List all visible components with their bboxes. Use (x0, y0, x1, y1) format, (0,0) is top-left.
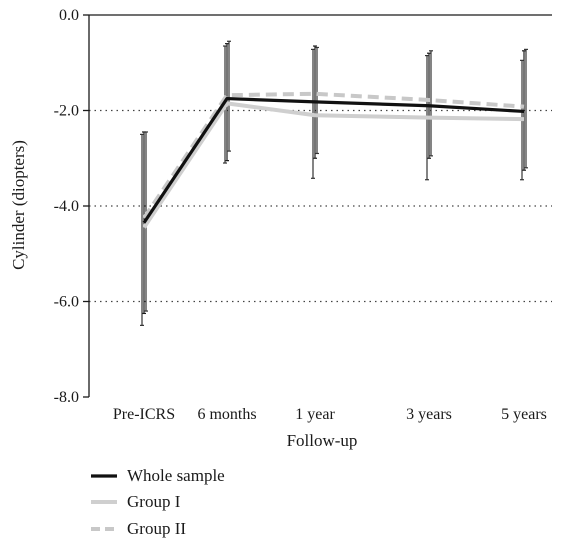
x-tick-label: 5 years (501, 406, 547, 423)
x-tick-label: 3 years (406, 406, 452, 423)
legend-label: Group I (127, 492, 181, 511)
error-bars-layer (140, 40, 528, 326)
legend-label: Whole sample (127, 466, 225, 485)
grid-layer (89, 109, 552, 303)
series-line-whole-sample (142, 96, 525, 224)
y-tick-label: -4.0 (54, 198, 79, 215)
y-tick-label: -2.0 (54, 103, 79, 120)
series-line-group-ii (142, 91, 525, 220)
y-tick-label: 0.0 (59, 7, 79, 24)
legend: Whole sample Group I Group II (91, 466, 225, 538)
series-layer (142, 91, 525, 229)
tick-labels-layer: 0.0 -2.0 -4.0 -6.0 -8.0 Pre-ICRS 6 months 1 yea… (54, 7, 547, 423)
series-line-group-i (142, 101, 525, 229)
x-tick-label: 1 year (295, 406, 335, 423)
x-tick-label: 6 months (197, 406, 256, 423)
y-tick-label: -6.0 (54, 294, 79, 311)
x-axis-title: Follow-up (287, 431, 358, 450)
axes-layer (83, 14, 552, 398)
x-tick-label: Pre-ICRS (113, 406, 175, 423)
legend-label: Group II (127, 519, 186, 538)
y-axis-title: Cylinder (diopters) (9, 140, 28, 270)
y-tick-label: -8.0 (54, 389, 79, 406)
